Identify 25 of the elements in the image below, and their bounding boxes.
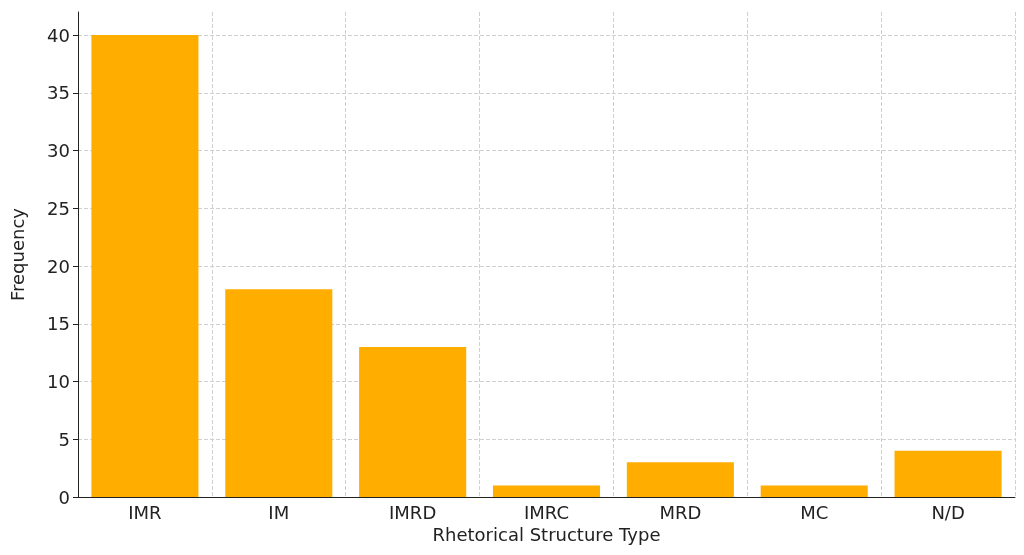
y-tick-label: 40 bbox=[47, 24, 70, 46]
x-tick-label: IMRC bbox=[523, 501, 570, 523]
x-tick-label: IM bbox=[268, 501, 290, 523]
y-tick-label: 10 bbox=[47, 371, 70, 393]
bar bbox=[626, 462, 734, 497]
x-tick-label: IMR bbox=[128, 501, 162, 523]
y-tick-label: 5 bbox=[58, 428, 70, 450]
bar bbox=[91, 35, 199, 497]
bar bbox=[359, 346, 467, 497]
bar bbox=[492, 485, 601, 497]
bar bbox=[225, 289, 333, 497]
y-tick-label: 15 bbox=[47, 313, 70, 335]
x-axis-title: Rhetorical Structure Type bbox=[432, 524, 661, 546]
bar bbox=[760, 485, 868, 497]
x-tick-label: N/D bbox=[931, 501, 965, 523]
x-tick-label: IMRD bbox=[389, 501, 437, 523]
y-tick-label: 25 bbox=[47, 197, 70, 219]
x-tick-label: MRD bbox=[659, 501, 702, 523]
y-tick-label: 35 bbox=[47, 82, 70, 104]
bar bbox=[894, 450, 1002, 497]
y-tick-label: 20 bbox=[47, 255, 70, 277]
x-tick-label: MC bbox=[800, 501, 829, 523]
y-axis-title: Frequency bbox=[6, 207, 28, 301]
y-tick-label: 30 bbox=[47, 140, 70, 162]
y-tick-label: 0 bbox=[58, 486, 70, 508]
